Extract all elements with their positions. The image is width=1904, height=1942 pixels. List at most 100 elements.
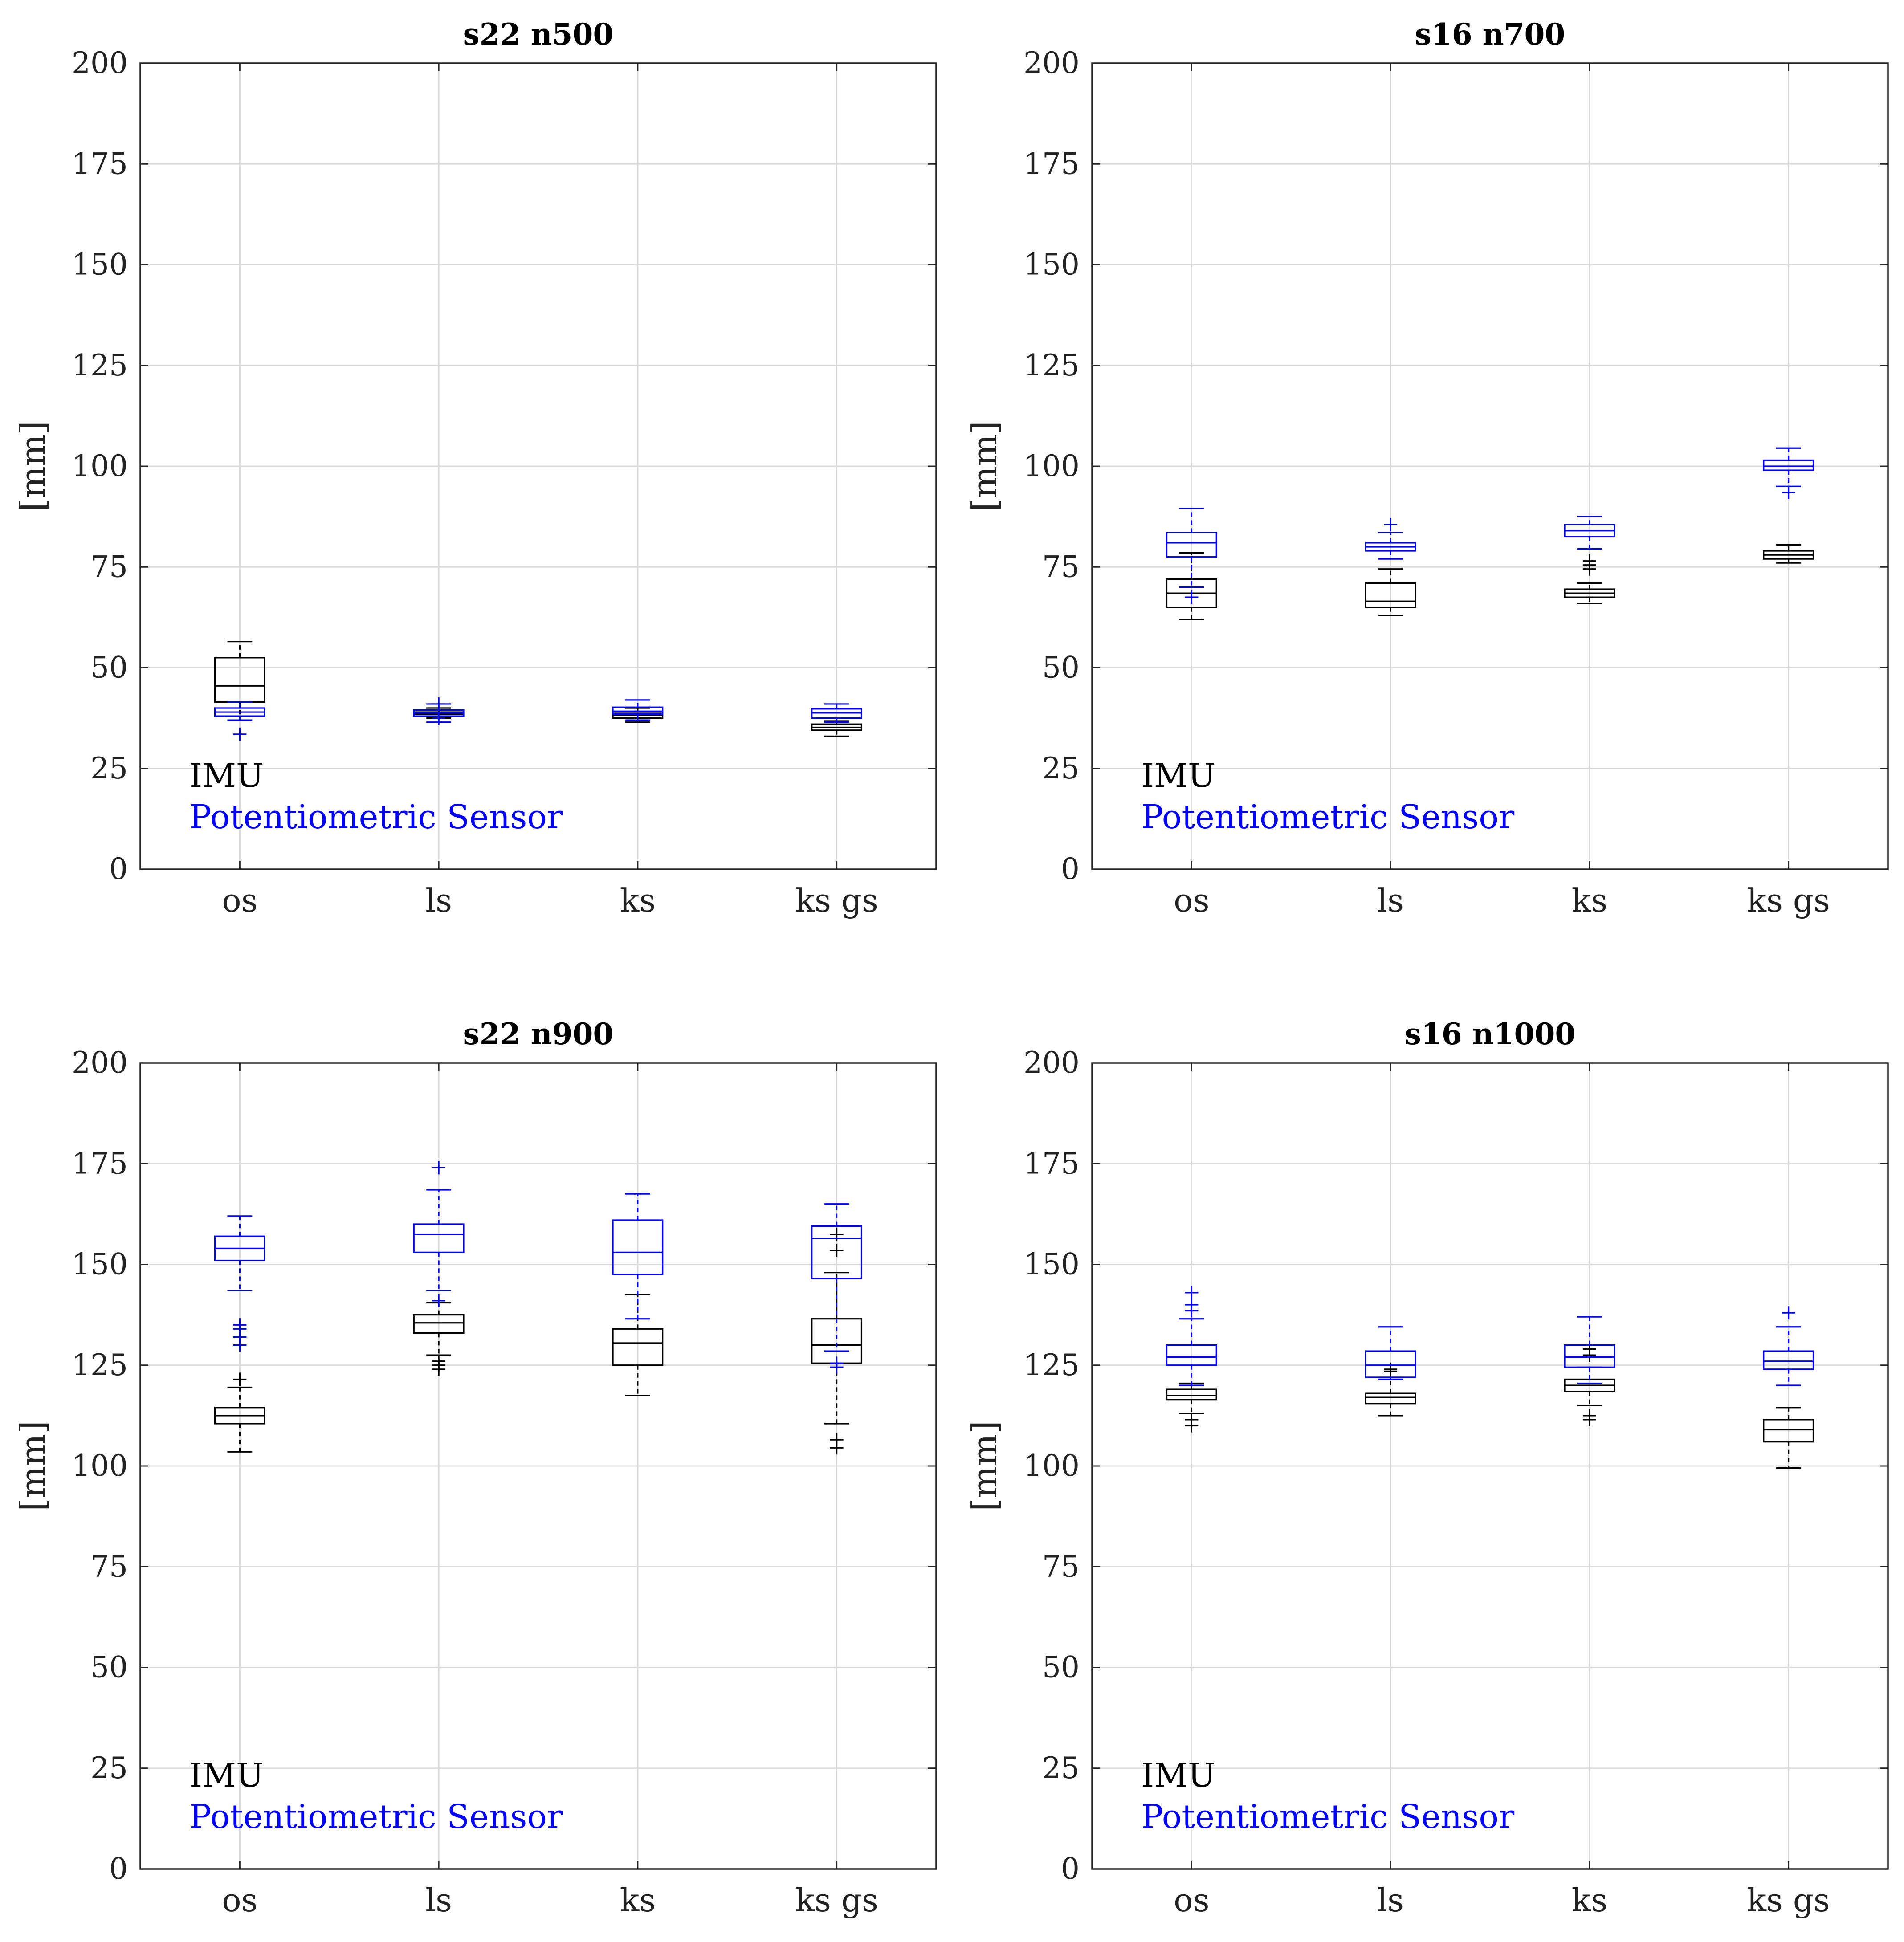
outlier-marker <box>1384 518 1398 532</box>
y-tick-label: 75 <box>1042 1549 1080 1584</box>
box-iqr <box>1763 1419 1814 1443</box>
y-tick-label: 175 <box>1023 147 1080 181</box>
x-category-label: ks gs <box>1747 882 1830 919</box>
chart-title: s22 n500 <box>463 17 614 52</box>
y-tick-label: 25 <box>90 751 128 786</box>
y-tick-label: 200 <box>1023 1046 1080 1080</box>
outlier-marker <box>1185 590 1199 604</box>
outlier-marker <box>233 1318 247 1332</box>
boxplot-potentiometric-3 <box>612 699 664 721</box>
box-iqr <box>1166 1344 1217 1366</box>
box-iqr <box>1365 582 1416 608</box>
y-tick-label: 200 <box>1023 46 1080 80</box>
outlier-marker <box>830 1243 844 1257</box>
legend-potentiometric: Potentiometric Sensor <box>1141 1798 1515 1836</box>
y-tick-label: 0 <box>109 1852 128 1886</box>
boxplot-imu-2 <box>1365 568 1416 616</box>
y-tick-label: 125 <box>72 348 128 383</box>
x-category-label: ks gs <box>1747 1881 1830 1919</box>
boxplot-potentiometric-1 <box>214 701 265 741</box>
outlier-marker <box>432 1354 446 1368</box>
y-tick-label: 25 <box>1042 751 1080 786</box>
box-iqr <box>1763 459 1814 471</box>
chart-title: s16 n700 <box>1415 17 1566 52</box>
chart-panel-2: 0 25 50 75 100 125 150 175 200 os ls ks ks gs s16 n70… <box>965 17 1889 919</box>
outlier-marker <box>1582 554 1596 568</box>
boxplot-imu-3 <box>1564 554 1615 604</box>
outlier-marker <box>1582 1409 1596 1422</box>
boxplot-imu-4 <box>1763 1407 1814 1469</box>
y-tick-label: 175 <box>72 147 128 181</box>
box-iqr <box>1763 1350 1814 1370</box>
box-iqr <box>612 1328 664 1366</box>
y-tick-label: 50 <box>1042 1650 1080 1685</box>
legend-potentiometric: Potentiometric Sensor <box>189 798 563 836</box>
y-axis-label: [mm] <box>13 421 53 511</box>
box-iqr <box>612 1219 664 1275</box>
boxplot-imu-1 <box>1166 1382 1217 1433</box>
x-category-label: ks gs <box>795 882 878 919</box>
outlier-marker <box>1185 1298 1199 1311</box>
x-category-label: ks <box>620 1881 656 1919</box>
x-category-label: ls <box>1377 882 1404 919</box>
boxplot-imu-4 <box>1763 544 1814 564</box>
boxplot-potentiometric-1 <box>1166 1286 1217 1386</box>
boxplot-potentiometric-3 <box>1564 1316 1615 1384</box>
outlier-marker <box>432 697 446 711</box>
y-tick-label: 75 <box>1042 550 1080 584</box>
chart-panel-1: 0 25 50 75 100 125 150 175 200 os ls ks ks gs s22 n50… <box>13 17 937 919</box>
boxplot-potentiometric-4 <box>1763 1306 1814 1386</box>
legend-imu: IMU <box>1141 1756 1215 1795</box>
y-tick-label: 100 <box>72 1449 128 1483</box>
box-iqr <box>1564 1344 1615 1368</box>
x-category-label: os <box>222 1881 257 1919</box>
boxplot-potentiometric-2 <box>1365 518 1416 560</box>
box-iqr <box>413 1314 465 1334</box>
outlier-marker <box>432 711 446 725</box>
box-iqr <box>1365 1350 1416 1378</box>
x-category-label: os <box>222 882 257 919</box>
boxplot-potentiometric-4 <box>811 1203 863 1374</box>
boxplot-imu-3 <box>612 1294 664 1396</box>
chart-panel-3: 0 25 50 75 100 125 150 175 200 os ls ks ks gs s22 n90… <box>13 1017 937 1919</box>
chart-title: s16 n1000 <box>1405 1017 1576 1051</box>
x-category-label: ls <box>425 882 452 919</box>
y-tick-label: 0 <box>1061 1852 1080 1886</box>
box-iqr <box>1166 532 1217 558</box>
x-category-label: os <box>1174 1881 1209 1919</box>
y-axis-label: [mm] <box>13 1421 53 1511</box>
x-category-label: ks <box>620 882 656 919</box>
x-category-label: ks <box>1572 882 1608 919</box>
outlier-marker <box>1782 1306 1795 1320</box>
y-tick-label: 0 <box>109 852 128 886</box>
outlier-marker <box>830 1433 844 1447</box>
y-tick-label: 200 <box>72 46 128 80</box>
y-tick-label: 175 <box>72 1146 128 1181</box>
x-category-label: ks gs <box>795 1881 878 1919</box>
boxplot-potentiometric-2 <box>1365 1326 1416 1380</box>
y-tick-label: 150 <box>1023 248 1080 282</box>
y-tick-label: 75 <box>90 550 128 584</box>
boxplot-potentiometric-3 <box>612 1193 664 1320</box>
boxplot-potentiometric-1 <box>1166 508 1217 604</box>
y-axis-label: [mm] <box>965 421 1004 511</box>
y-tick-label: 150 <box>72 248 128 282</box>
outlier-marker <box>1185 1413 1199 1426</box>
boxplot-potentiometric-1 <box>214 1215 265 1352</box>
y-tick-label: 25 <box>1042 1751 1080 1785</box>
boxplot-imu-4 <box>811 720 863 737</box>
x-category-label: ks <box>1572 1881 1608 1919</box>
box-iqr <box>1365 1392 1416 1405</box>
outlier-marker <box>233 727 247 741</box>
y-tick-label: 0 <box>1061 852 1080 886</box>
legend-imu: IMU <box>189 1756 264 1795</box>
y-tick-label: 50 <box>1042 651 1080 685</box>
box-iqr <box>413 1223 465 1253</box>
boxplot-potentiometric-3 <box>1564 516 1615 550</box>
y-axis-label: [mm] <box>965 1421 1004 1511</box>
boxplot-potentiometric-2 <box>413 1161 465 1307</box>
boxplot-potentiometric-4 <box>811 703 863 723</box>
outlier-marker <box>830 1356 844 1370</box>
y-tick-label: 125 <box>1023 348 1080 383</box>
